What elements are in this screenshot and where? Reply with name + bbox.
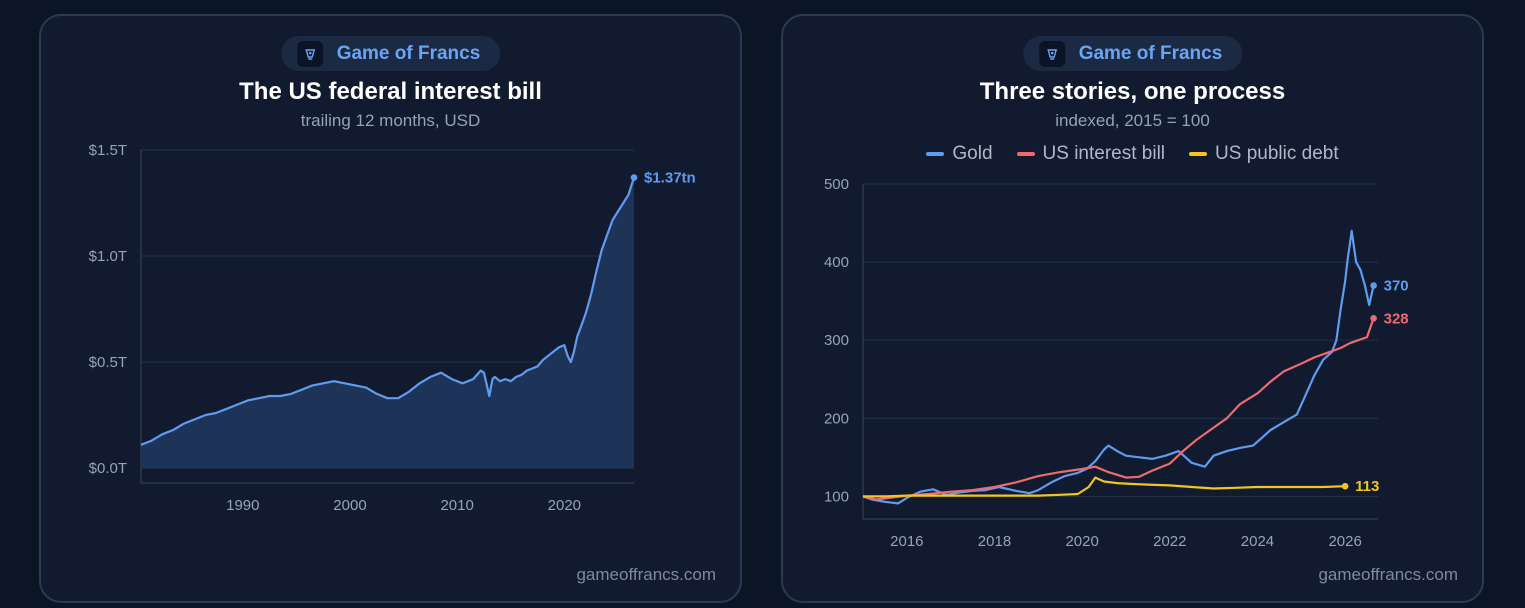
y-tick-label: $0.0T xyxy=(89,460,127,477)
legend-label-debt: US public debt xyxy=(1215,143,1339,164)
chart-title: Three stories, one process xyxy=(979,78,1286,105)
x-tick-label: 2016 xyxy=(890,533,923,550)
brand-logo-icon xyxy=(1038,40,1065,67)
series-end-marker xyxy=(630,174,638,181)
series-end-marker xyxy=(1370,282,1377,289)
legend-swatch-gold xyxy=(926,152,945,156)
chart-title: The US federal interest bill xyxy=(239,78,542,105)
series-line-us-public-debt xyxy=(863,476,1346,498)
legend-swatch-interest xyxy=(1016,152,1035,156)
x-tick-label: 2000 xyxy=(333,497,366,514)
site-footer[interactable]: gameoffrancs.com xyxy=(576,565,716,584)
series-end-marker xyxy=(1341,482,1349,490)
site-footer[interactable]: gameoffrancs.com xyxy=(1318,565,1458,584)
chart-subtitle: trailing 12 months, USD xyxy=(300,111,481,130)
x-tick-label: 1990 xyxy=(226,497,259,514)
brand-badge[interactable]: Game of Francs xyxy=(280,36,501,71)
y-tick-label: 300 xyxy=(824,332,849,349)
three-stories-chart: 100 200 300 400 500 2016 2018 2020 2022 2024 2026 3… xyxy=(824,176,1409,550)
brand-logo-icon xyxy=(296,40,323,67)
legend-item-gold[interactable]: Gold xyxy=(926,143,993,165)
series-line-us-interest-bill xyxy=(862,317,1375,501)
x-tick-label: 2026 xyxy=(1328,533,1361,550)
legend-label-gold: Gold xyxy=(952,143,993,164)
series-end-label: $1.37tn xyxy=(644,170,696,187)
brand-badge[interactable]: Game of Francs xyxy=(1022,36,1243,71)
chart-card-interest-bill: Game of Francs The US federal interest b… xyxy=(39,14,742,603)
chart-card-three-stories: Game of Francs Three stories, one proces… xyxy=(781,14,1484,603)
chart-legend: Gold US interest bill US public debt xyxy=(783,143,1482,165)
y-tick-label: $1.5T xyxy=(89,142,127,159)
series-line-gold xyxy=(862,229,1375,505)
y-tick-label: 200 xyxy=(824,410,849,427)
series-end-label: 328 xyxy=(1384,310,1409,327)
x-tick-label: 2018 xyxy=(978,533,1011,550)
x-tick-label: 2020 xyxy=(548,497,581,514)
x-tick-label: 2022 xyxy=(1153,533,1186,550)
y-tick-label: 100 xyxy=(824,488,849,505)
legend-label-interest: US interest bill xyxy=(1042,143,1166,164)
series-line-main xyxy=(140,177,636,446)
legend-item-debt[interactable]: US public debt xyxy=(1189,143,1339,165)
y-tick-label: $0.5T xyxy=(89,354,127,371)
series-area-fill xyxy=(141,177,634,469)
brand-name: Game of Francs xyxy=(336,42,481,64)
series-end-marker xyxy=(1370,315,1377,322)
legend-swatch-debt xyxy=(1189,152,1208,156)
interest-bill-chart: $0.0T $0.5T $1.0T $1.5T 1990 2000 2010 2020 $1.3… xyxy=(89,142,696,514)
chart-subtitle: indexed, 2015 = 100 xyxy=(1055,111,1210,130)
y-tick-label: $1.0T xyxy=(89,248,127,265)
brand-name: Game of Francs xyxy=(1078,42,1223,64)
legend-item-interest[interactable]: US interest bill xyxy=(1016,143,1166,165)
y-tick-label: 500 xyxy=(824,176,849,193)
x-tick-label: 2010 xyxy=(440,497,473,514)
series-end-label: 113 xyxy=(1355,478,1379,495)
y-tick-label: 400 xyxy=(824,254,849,271)
x-tick-label: 2024 xyxy=(1241,533,1274,550)
x-tick-label: 2020 xyxy=(1065,533,1098,550)
series-end-label: 370 xyxy=(1384,278,1409,295)
